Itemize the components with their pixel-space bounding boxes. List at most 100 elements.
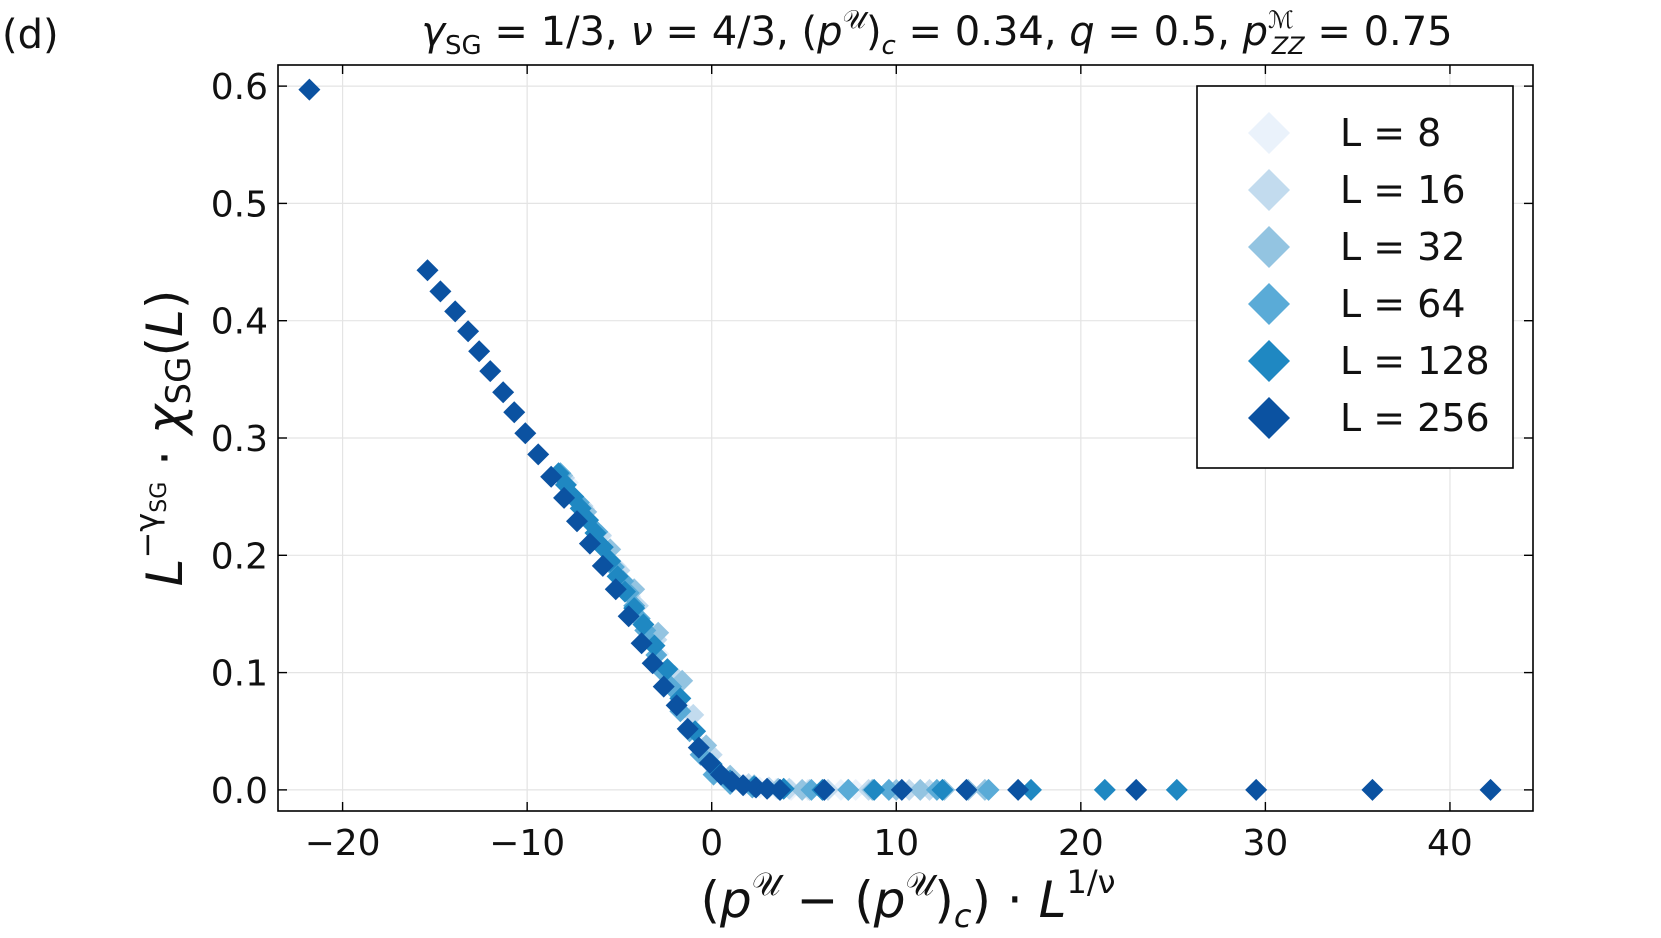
data-point <box>553 486 576 509</box>
legend-marker <box>1248 397 1290 439</box>
data-point <box>890 778 913 801</box>
data-point <box>800 778 823 801</box>
title-gamma-sub: SG <box>445 31 482 61</box>
data-point <box>1020 778 1042 801</box>
panel-label: (d) <box>2 12 59 58</box>
xlabel-p1: p <box>719 871 752 929</box>
title-pm-sub: ZZ <box>1271 32 1305 60</box>
data-point <box>298 78 321 101</box>
legend-label: L = 32 <box>1340 225 1466 269</box>
y-tick-label: 0.2 <box>211 536 268 577</box>
data-point <box>769 778 791 801</box>
x-tick-label: −10 <box>489 823 565 864</box>
ylabel-chi-sub: SG <box>159 357 199 405</box>
data-point <box>503 401 526 424</box>
title-pu: p <box>816 9 842 55</box>
x-tick-label: −20 <box>305 823 381 864</box>
x-tick-label: 0 <box>700 823 723 864</box>
data-point <box>813 778 836 801</box>
data-point <box>514 422 537 445</box>
legend-label: L = 64 <box>1340 282 1466 326</box>
data-point <box>698 751 721 774</box>
y-axis-label: L−γSG · χSG(L) <box>128 290 199 587</box>
data-point <box>837 778 860 801</box>
x-tick-label: 40 <box>1427 823 1473 864</box>
series-2 <box>551 464 996 801</box>
data-point <box>687 736 710 759</box>
data-point <box>468 340 491 363</box>
legend-label: L = 128 <box>1340 339 1490 383</box>
data-point <box>565 510 588 533</box>
legend-marker <box>1248 340 1290 382</box>
data-point <box>604 578 627 601</box>
ylabel-arg: L <box>136 309 194 337</box>
title-pc-close: ) <box>866 9 882 55</box>
data-point <box>863 778 886 801</box>
ylabel-exp: −γ <box>128 513 166 559</box>
data-point <box>527 443 550 466</box>
series-4 <box>547 462 1188 801</box>
title-pm-sup: ℳ <box>1268 6 1294 34</box>
legend-marker <box>1248 226 1290 268</box>
data-point <box>606 565 629 588</box>
ylabel-arg-open: ( <box>136 337 194 357</box>
legend-marker <box>1248 283 1290 325</box>
chart-title: γSG = 1/3, ν = 4/3, (p𝒰)c = 0.34, q = 0.… <box>421 5 1452 61</box>
ylabel-arg-close: ) <box>136 290 194 310</box>
legend-frame <box>1196 85 1514 469</box>
axis-ticks <box>278 65 1533 811</box>
data-point <box>479 360 502 383</box>
data-point <box>676 717 699 740</box>
data-point <box>617 605 640 628</box>
data-point <box>632 613 655 636</box>
series-0 <box>556 471 900 801</box>
data-point <box>909 778 932 801</box>
data-point <box>665 694 688 717</box>
x-tick-label: 10 <box>873 823 919 864</box>
data-point <box>931 778 954 801</box>
xlabel-sub-c: c <box>954 897 972 934</box>
data-point <box>457 320 480 343</box>
xlabel-sup1: 𝒰 <box>752 865 785 903</box>
data-point <box>578 532 601 555</box>
ylabel-L: L <box>136 559 194 587</box>
data-point <box>569 497 592 520</box>
data-point <box>641 652 664 675</box>
legend-marker <box>1248 169 1290 211</box>
series-1 <box>553 466 941 801</box>
y-tick-label: 0.5 <box>211 184 268 225</box>
legend-label: L = 8 <box>1340 111 1441 155</box>
data-point <box>540 465 563 488</box>
x-tick-labels: −20 −10 0 10 20 30 40 <box>305 823 1473 864</box>
data-point <box>1361 778 1384 801</box>
title-gamma-val: = 1/3, <box>482 9 631 55</box>
series-3 <box>549 462 1000 801</box>
data-point <box>630 632 653 655</box>
xlabel-close1: ) · <box>971 871 1038 929</box>
y-tick-label: 0.0 <box>211 771 268 812</box>
data-point <box>877 778 900 801</box>
title-nu: ν <box>630 9 652 55</box>
x-axis-label: (p𝒰 − (p𝒰)c) · L1/ν <box>700 863 1115 934</box>
series-5 <box>298 78 1502 801</box>
legend: L = 8 L = 16 L = 32 L = 64 L = 128 L = 256 <box>1196 85 1514 469</box>
xlabel-sup2: 𝒰 <box>906 865 939 903</box>
data-point <box>429 280 452 303</box>
data-point <box>492 381 515 404</box>
title-pc-sub: c <box>882 31 896 61</box>
data-point <box>1125 778 1148 801</box>
xlabel-exp: 1/ν <box>1066 863 1115 901</box>
title-pc-val: = 0.34, <box>896 9 1069 55</box>
ylabel-exp-sub: SG <box>147 482 172 513</box>
y-tick-label: 0.3 <box>211 419 268 460</box>
xlabel-p2: p <box>873 871 906 929</box>
data-point <box>955 778 978 801</box>
x-tick-label: 30 <box>1242 823 1288 864</box>
title-q-val: = 0.5, <box>1095 9 1243 55</box>
data-point <box>1479 778 1502 801</box>
title-pm: p <box>1242 9 1268 55</box>
title-nu-val: = 4/3, ( <box>653 9 817 55</box>
y-tick-label: 0.4 <box>211 302 268 343</box>
title-gamma: γ <box>421 9 447 55</box>
